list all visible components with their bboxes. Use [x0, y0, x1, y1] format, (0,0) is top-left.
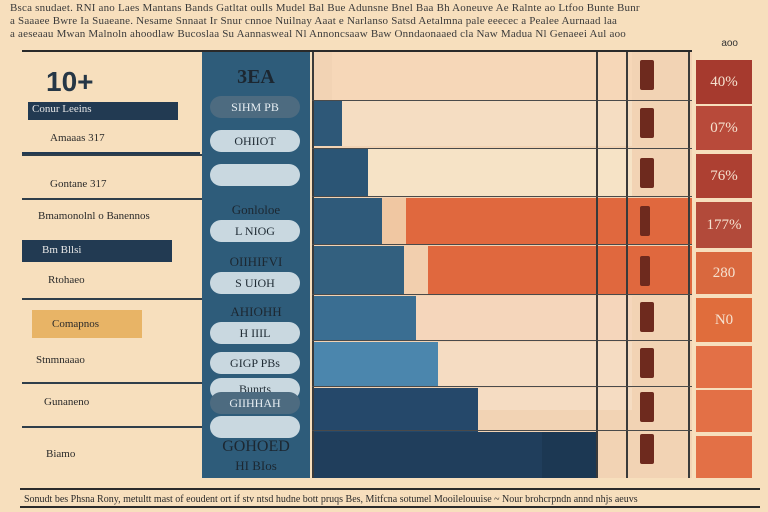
category-label: 3EA — [237, 66, 275, 88]
grid-line — [312, 100, 692, 101]
row-marker — [640, 108, 654, 138]
value-cell: 07% — [696, 106, 752, 150]
header-text: Bsca snudaet. RNI ano Laes Mantans Bands… — [10, 2, 758, 42]
grid-line — [312, 340, 692, 341]
grid-line — [312, 196, 692, 197]
category-label: HI BIos — [235, 458, 277, 473]
row-marker — [640, 302, 654, 332]
row-label: Comapnos — [22, 310, 202, 338]
bar — [312, 246, 404, 294]
row-label-text: Bm Bllsi — [42, 244, 82, 256]
grid-line — [312, 148, 692, 149]
row-marker — [640, 158, 654, 188]
category-pill — [210, 164, 300, 186]
value-cell — [696, 346, 752, 388]
grid-line — [312, 386, 692, 387]
bar — [428, 246, 692, 294]
row-label-text: Amaaas 317 — [50, 132, 105, 144]
bar — [332, 52, 632, 100]
row-label-text: Rtohaeo — [48, 274, 85, 286]
row-label-text: Comapnos — [52, 318, 100, 330]
header-line: a aeseaau Mwan Malnoln ahoodlaw Bucoslaa… — [10, 28, 626, 40]
row-label: Gunaneno — [22, 386, 202, 428]
header-dots: aoo — [721, 38, 738, 49]
value-cell: N0 — [696, 298, 752, 342]
bar — [312, 296, 416, 340]
navy-bar — [28, 102, 178, 120]
row-label: Gontane 317 — [22, 156, 202, 200]
category-label: AHIOHH — [230, 304, 282, 319]
row-label-text: Conur Leeins — [32, 103, 92, 115]
grid-line — [596, 52, 598, 478]
category-pill: SIHM PB — [210, 96, 300, 118]
big-number: 10+ — [46, 66, 94, 97]
row-label-text: Bmamonolnl o Banennos — [38, 210, 150, 222]
row-label-text: Biamo — [46, 448, 76, 460]
value-cell: 177% — [696, 202, 752, 248]
row-label: Bmamonolnl o Banennos — [22, 198, 202, 238]
row-label-text: Gontane 317 — [50, 178, 107, 190]
grid-line — [312, 244, 692, 245]
bar — [404, 246, 428, 294]
category-label: Gonloloe — [231, 202, 281, 217]
grid-line — [312, 52, 314, 478]
value-cell: 76% — [696, 154, 752, 198]
value-column: 40% 07% 76% 177% 280 N0 — [696, 52, 754, 478]
value-cell: 40% — [696, 60, 752, 104]
category-label: GOHOED — [222, 438, 290, 455]
table-frame — [22, 50, 692, 480]
left-label-column: 10+ Conur Leeins Amaaas 317 Gontane 317 … — [22, 52, 202, 480]
category-pill: OHIIOT — [210, 130, 300, 152]
row-label: Bm Bllsi — [22, 240, 202, 262]
navy-bar — [22, 240, 172, 262]
row-marker — [640, 434, 654, 464]
category-pill: GIIHHAH — [210, 392, 300, 414]
category-column: 3EA SIHM PB OHIIOT Gonloloe L NIOG OIIHI… — [202, 52, 310, 478]
bar — [416, 296, 632, 340]
row-marker — [640, 206, 650, 236]
category-pill: S UIOH — [210, 272, 300, 294]
grid-line — [688, 52, 690, 478]
value-cell — [696, 436, 752, 472]
row-label: Amaaas 317 — [22, 122, 202, 156]
header-line: a Saaaee Bwre Ia Suaeane. Nesame Snnaat … — [10, 15, 618, 27]
row-label: Biamo — [22, 430, 202, 474]
row-marker — [640, 60, 654, 90]
bar — [312, 388, 478, 432]
category-pill: L NIOG — [210, 220, 300, 242]
bar — [368, 148, 632, 196]
row-marker — [640, 392, 654, 422]
bar — [312, 100, 342, 146]
value-cell — [696, 472, 752, 478]
header-line: Bsca snudaet. RNI ano Laes Mantans Bands… — [10, 2, 640, 14]
bar — [438, 342, 632, 386]
category-pill — [210, 416, 300, 438]
value-cell: 280 — [696, 252, 752, 294]
value-cell — [696, 390, 752, 432]
footer-text: Sonudt bes Phsna Rony, metultt mast of e… — [20, 488, 760, 508]
bar — [478, 388, 632, 410]
grid-line — [626, 52, 628, 478]
grid-line — [312, 294, 692, 295]
row-marker — [640, 348, 654, 378]
grid-line — [312, 430, 692, 431]
category-pill: GIGP PBs — [210, 352, 300, 374]
bar — [312, 198, 382, 244]
category-pill: H IIIL — [210, 322, 300, 344]
gold-bar — [32, 310, 142, 338]
bar — [342, 100, 632, 146]
category-label: OIIHIFVI — [229, 254, 283, 269]
bar — [312, 148, 368, 196]
bar — [542, 432, 598, 478]
row-label-text: Stnmnaaao — [36, 354, 85, 366]
row-marker — [640, 256, 650, 286]
bar — [312, 342, 438, 386]
row-label: Stnmnaaao — [22, 342, 202, 384]
row-label-text: Gunaneno — [44, 396, 90, 408]
bar-chart-area — [312, 52, 692, 478]
row-label: Conur Leeins — [22, 100, 202, 120]
bar — [382, 198, 406, 244]
row-label: Rtohaeo — [22, 264, 202, 300]
bar — [312, 432, 542, 478]
